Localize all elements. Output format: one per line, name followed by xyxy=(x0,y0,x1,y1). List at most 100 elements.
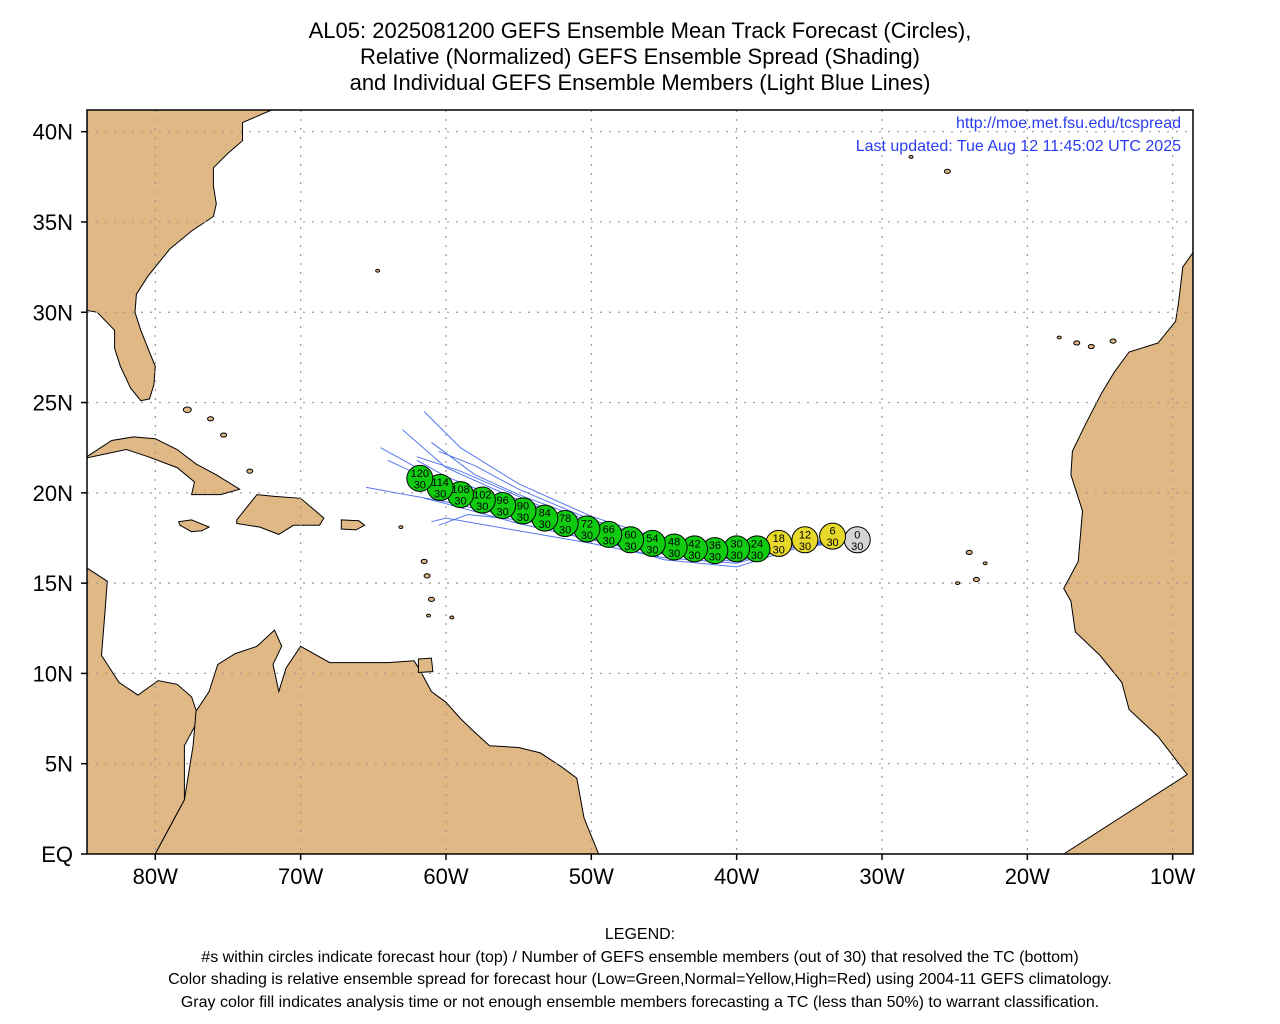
forecast-hour-label: 102 xyxy=(473,490,491,502)
title-line-2: Relative (Normalized) GEFS Ensemble Spre… xyxy=(359,44,920,69)
forecast-hour-label: 96 xyxy=(497,495,509,507)
member-count-label: 30 xyxy=(476,501,488,513)
legend-line-3: Gray color fill indicates analysis time … xyxy=(180,993,1100,1011)
legend-heading: LEGEND: xyxy=(604,926,676,943)
land-west-africa xyxy=(882,251,1193,854)
member-count-label: 30 xyxy=(668,548,680,560)
lon-label: 20W xyxy=(1005,864,1050,889)
title-line-3: and Individual GEFS Ensemble Members (Li… xyxy=(349,70,931,95)
forecast-hour-label: 0 xyxy=(854,529,860,541)
forecast-hour-label: 72 xyxy=(581,518,593,530)
island-8 xyxy=(182,406,192,414)
member-count-label: 30 xyxy=(709,552,721,564)
lat-label: 40N xyxy=(33,120,73,145)
lat-label: 20N xyxy=(33,481,73,506)
land-north-america xyxy=(87,110,273,402)
member-count-label: 30 xyxy=(688,550,700,562)
legend-line-2: Color shading is relative ensemble sprea… xyxy=(168,971,1112,988)
mean-track-circles: 0306301230183024303030363042304830543060… xyxy=(406,464,871,565)
forecast-hour-label: 114 xyxy=(431,477,449,489)
forecast-hour-label: 54 xyxy=(646,533,658,545)
member-count-label: 30 xyxy=(773,544,785,556)
member-count-label: 30 xyxy=(497,506,509,518)
island-15 xyxy=(426,613,432,618)
member-count-label: 30 xyxy=(414,479,426,491)
land-puerto-rico xyxy=(340,519,366,531)
axis-ticks: EQ 5N 10N 15N 20N 25N 30N 35N 40N 80W 70W 60W 50W 40W… xyxy=(33,120,1196,889)
forecast-hour-label: 120 xyxy=(411,468,429,480)
lat-label: 10N xyxy=(33,661,73,686)
title-line-1: AL05: 2025081200 GEFS Ensemble Mean Trac… xyxy=(308,18,972,43)
member-count-label: 30 xyxy=(517,512,529,524)
island-17 xyxy=(398,525,404,530)
map-area: 0306301230183024303030363042304830543060… xyxy=(87,110,1193,854)
island-11 xyxy=(246,468,254,474)
member-count-label: 30 xyxy=(646,544,658,556)
chart-title: AL05: 2025081200 GEFS Ensemble Mean Trac… xyxy=(0,18,1280,96)
lat-label: 15N xyxy=(33,571,73,596)
lat-label: 30N xyxy=(33,300,73,325)
island-1 xyxy=(972,576,980,583)
member-count-label: 30 xyxy=(454,496,466,508)
member-count-label: 30 xyxy=(799,541,811,553)
forecast-circle-fill xyxy=(406,464,434,492)
lon-label: 80W xyxy=(133,864,178,889)
island-5 xyxy=(1073,340,1081,346)
island-18 xyxy=(375,268,381,273)
legend-line-1: #s within circles indicate forecast hour… xyxy=(201,948,1079,966)
forecast-circle-fill xyxy=(819,522,847,550)
lat-label: 35N xyxy=(33,210,73,235)
lon-label: 70W xyxy=(278,864,323,889)
island-13 xyxy=(423,573,431,579)
forecast-hour-label: 84 xyxy=(539,508,551,520)
forecast-hour-label: 6 xyxy=(830,526,836,538)
forecast-hour-label: 60 xyxy=(624,529,636,541)
lat-label: 25N xyxy=(33,391,73,416)
credit-url: http://moe.met.fsu.edu/tcspread xyxy=(956,115,1181,132)
island-7 xyxy=(1056,335,1062,340)
forecast-hour-label: 90 xyxy=(517,500,529,512)
member-count-label: 30 xyxy=(581,530,593,542)
island-16 xyxy=(449,615,455,620)
credit-updated: Last updated: Tue Aug 12 11:45:02 UTC 20… xyxy=(856,138,1181,155)
island-12 xyxy=(420,558,428,565)
member-count-label: 30 xyxy=(826,537,838,549)
island-2 xyxy=(955,581,961,586)
forecast-hour-label: 18 xyxy=(773,533,785,545)
land-south-america xyxy=(154,629,600,854)
member-count-label: 30 xyxy=(624,541,636,553)
member-count-label: 30 xyxy=(603,535,615,547)
forecast-hour-label: 42 xyxy=(688,538,700,550)
lon-label: 60W xyxy=(423,864,468,889)
map-border xyxy=(86,109,1194,855)
lon-label: 40W xyxy=(714,864,759,889)
forecast-hour-label: 12 xyxy=(799,529,811,541)
forecast-hour-label: 66 xyxy=(603,524,615,536)
island-10 xyxy=(220,432,228,438)
member-count-label: 30 xyxy=(731,550,743,562)
land-layer xyxy=(87,110,1193,854)
island-4 xyxy=(1087,343,1095,350)
forecast-hour-label: 36 xyxy=(709,540,721,552)
island-6 xyxy=(1109,338,1117,344)
forecast-circle-fill xyxy=(791,526,819,554)
forecast-hour-label: 78 xyxy=(559,513,571,525)
lat-label: 5N xyxy=(45,752,73,777)
island-14 xyxy=(427,596,435,602)
forecast-circle: 030 xyxy=(843,526,871,554)
lon-label: 50W xyxy=(569,864,614,889)
forecast-hour-label: 30 xyxy=(731,538,743,550)
island-9 xyxy=(207,416,215,422)
